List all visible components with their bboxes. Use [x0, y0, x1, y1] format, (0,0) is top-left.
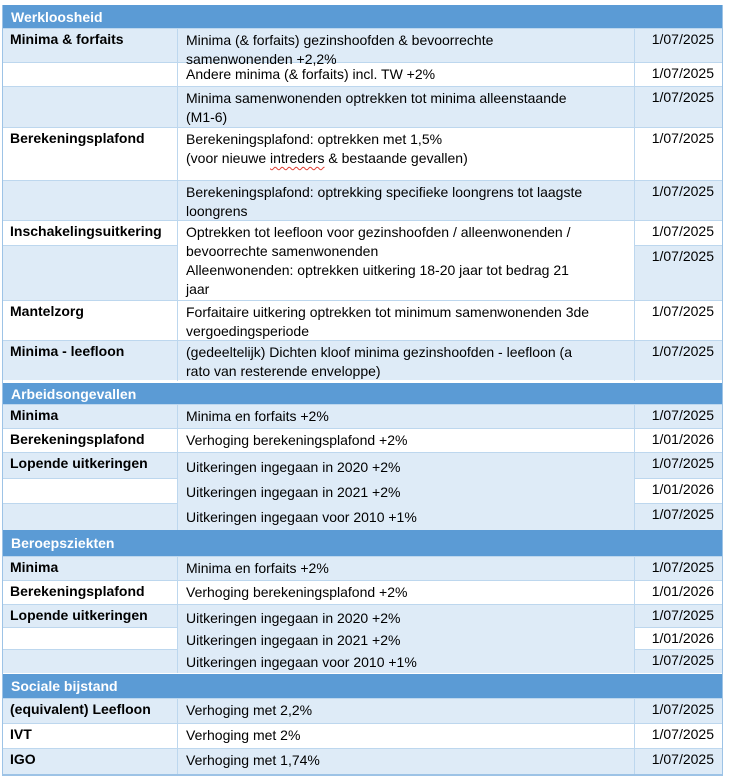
row-date: 1/01/2026 [634, 429, 722, 452]
row-description: Minima (& forfaits) gezinshoofden & bevo… [186, 32, 494, 67]
empty-cell [3, 478, 177, 503]
row-category-column: Lopende uitkeringen [3, 605, 178, 673]
row-description: Forfaitaire uitkering optrekken tot mini… [186, 304, 590, 339]
row-date: 1/07/2025 [635, 453, 722, 478]
empty-cell [3, 649, 177, 673]
row-date: 1/07/2025 [634, 749, 722, 774]
row-description: Minima en forfaits +2% [186, 560, 329, 576]
row-date: 1/07/2025 [635, 221, 722, 245]
row-date: 1/07/2025 [634, 181, 722, 221]
table-row: Minima - leefloon (gedeeltelijk) Dichten… [3, 340, 722, 381]
row-description: Minima en forfaits +2% [186, 408, 329, 424]
table-row: Minima Minima en forfaits +2% 1/07/2025 [3, 404, 722, 428]
row-description: Optrekken tot leefloon voor gezinshoofde… [178, 221, 634, 300]
row-category: IGO [3, 749, 178, 774]
row-category: Minima - leefloon [3, 341, 178, 381]
table-row: Berekeningsplafond Verhoging berekenings… [3, 428, 722, 452]
table-row: Inschakelingsuitkering Optrekken tot lee… [3, 220, 722, 300]
row-category [3, 63, 178, 86]
table-row: Minima Minima en forfaits +2% 1/07/2025 [3, 556, 722, 580]
row-category [3, 181, 178, 221]
spellcheck-word: intreders [270, 150, 325, 166]
row-date-column: 1/07/2025 1/01/2026 1/07/2025 [634, 605, 722, 673]
row-date-column: 1/07/2025 1/01/2026 1/07/2025 [634, 453, 722, 530]
row-category: Lopende uitkeringen [3, 605, 177, 627]
row-category: Mantelzorg [3, 301, 178, 341]
row-date: 1/07/2025 [634, 63, 722, 86]
table-row: (equivalent) Leefloon Verhoging met 2,2%… [3, 698, 722, 723]
row-description: Uitkeringen ingegaan in 2020 +2% Uitkeri… [178, 453, 634, 530]
row-description: Verhoging berekeningsplafond +2% [186, 432, 408, 448]
row-date: 1/07/2025 [634, 87, 722, 127]
row-date-column: 1/07/2025 1/07/2025 [634, 221, 722, 300]
table-row: Berekeningsplafond Verhoging berekenings… [3, 580, 722, 604]
row-category-column: Inschakelingsuitkering [3, 221, 178, 300]
row-date: 1/01/2026 [635, 627, 722, 649]
row-description: Verhoging met 2% [186, 727, 301, 743]
row-description: Andere minima (& forfaits) incl. TW +2% [186, 66, 436, 82]
row-date: 1/07/2025 [635, 503, 722, 530]
row-category [3, 87, 178, 127]
section-header-sociale-bijstand: Sociale bijstand [3, 674, 722, 698]
table-row: Berekeningsplafond Berekeningsplafond: o… [3, 127, 722, 180]
table-row: Andere minima (& forfaits) incl. TW +2% … [3, 62, 722, 86]
row-category: (equivalent) Leefloon [3, 699, 178, 723]
row-description: (gedeeltelijk) Dichten kloof minima gezi… [186, 344, 572, 379]
section-header-arbeidsongevallen: Arbeidsongevallen [3, 383, 722, 404]
row-date: 1/07/2025 [634, 557, 722, 580]
empty-cell [3, 245, 177, 300]
measures-table: Werkloosheid Minima & forfaits Minima (&… [2, 5, 723, 776]
table-row: Mantelzorg Forfaitaire uitkering optrekk… [3, 300, 722, 341]
row-date: 1/07/2025 [634, 128, 722, 180]
row-category: Lopende uitkeringen [3, 453, 177, 478]
row-date: 1/07/2025 [635, 245, 722, 300]
row-description: Berekeningsplafond: optrekking specifiek… [186, 184, 583, 219]
row-description: Verhoging berekeningsplafond +2% [186, 584, 408, 600]
empty-cell [3, 627, 177, 649]
row-description: Minima samenwonenden optrekken tot minim… [186, 90, 567, 125]
table-row: Lopende uitkeringen Uitkeringen ingegaan… [3, 452, 722, 530]
row-date: 1/07/2025 [634, 29, 722, 69]
row-description: Verhoging met 2,2% [186, 702, 313, 718]
row-category: Berekeningsplafond [3, 429, 178, 452]
row-date: 1/01/2026 [634, 581, 722, 604]
row-category: Inschakelingsuitkering [3, 221, 177, 245]
row-category: Berekeningsplafond [3, 128, 178, 180]
row-date: 1/07/2025 [634, 341, 722, 381]
row-description: Uitkeringen ingegaan in 2020 +2% Uitkeri… [178, 605, 634, 673]
table-row: Minima & forfaits Minima (& forfaits) ge… [3, 28, 722, 69]
section-beroepsziekten: Beroepsziekten Minima Minima en forfaits… [3, 530, 722, 673]
table-row: Minima samenwonenden optrekken tot minim… [3, 86, 722, 127]
row-category: IVT [3, 724, 178, 748]
row-description: Berekeningsplafond: optrekken met 1,5% (… [186, 131, 468, 166]
table-row: IVT Verhoging met 2% 1/07/2025 [3, 723, 722, 748]
section-werkloosheid: Werkloosheid Minima & forfaits Minima (&… [3, 5, 722, 381]
row-category-column: Lopende uitkeringen [3, 453, 178, 530]
row-date: 1/07/2025 [634, 405, 722, 428]
row-category: Berekeningsplafond [3, 581, 178, 604]
row-category: Minima & forfaits [3, 29, 178, 69]
section-sociale-bijstand: Sociale bijstand (equivalent) Leefloon V… [3, 674, 722, 774]
row-date: 1/01/2026 [635, 478, 722, 503]
row-date: 1/07/2025 [635, 605, 722, 627]
section-arbeidsongevallen: Arbeidsongevallen Minima Minima en forfa… [3, 383, 722, 530]
row-category: Minima [3, 557, 178, 580]
row-category: Minima [3, 405, 178, 428]
row-date: 1/07/2025 [634, 724, 722, 748]
section-header-beroepsziekten: Beroepsziekten [3, 530, 722, 556]
table-row: Lopende uitkeringen Uitkeringen ingegaan… [3, 604, 722, 673]
table-row: Berekeningsplafond: optrekking specifiek… [3, 180, 722, 221]
row-description: Verhoging met 1,74% [186, 752, 320, 768]
table-row: IGO Verhoging met 1,74% 1/07/2025 [3, 748, 722, 774]
empty-cell [3, 503, 177, 530]
section-header-werkloosheid: Werkloosheid [3, 5, 722, 28]
row-date: 1/07/2025 [635, 649, 722, 673]
row-date: 1/07/2025 [634, 699, 722, 723]
row-date: 1/07/2025 [634, 301, 722, 341]
